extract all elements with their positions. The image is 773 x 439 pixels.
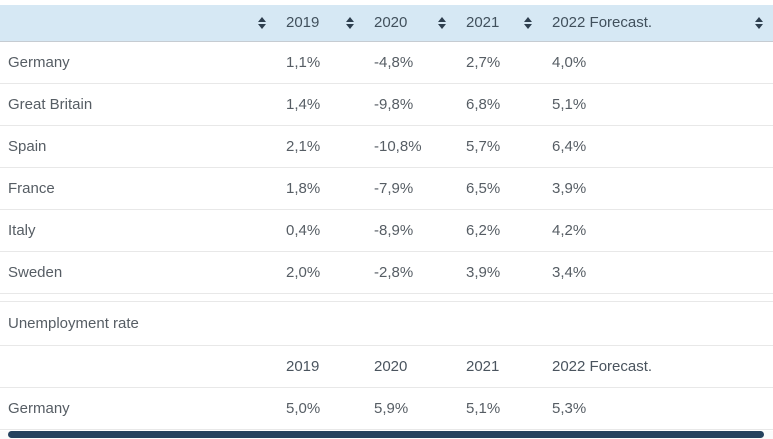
subheader-2019: 2019 — [250, 345, 338, 388]
table-subheader-row: 2019 2020 2021 2022 Forecast. — [0, 345, 773, 388]
row-label: Spain — [0, 125, 250, 168]
cell-value: -8,9% — [338, 209, 430, 252]
sort-icon[interactable] — [438, 16, 446, 29]
column-header-2020[interactable]: 2020 — [338, 14, 430, 31]
cell-value: 5,1% — [516, 83, 741, 126]
column-header-label: 2019 — [286, 14, 320, 32]
cell-value: -2,8% — [338, 251, 430, 294]
cell-value: -7,9% — [338, 167, 430, 210]
cell-value: 5,1% — [430, 387, 516, 430]
table-row: Italy 0,4% -8,9% 6,2% 4,2% — [0, 209, 773, 252]
column-header-label: 2020 — [374, 14, 408, 32]
cell-value: 1,4% — [250, 83, 338, 126]
cell-value: 3,4% — [516, 251, 741, 294]
row-label: Italy — [0, 209, 250, 252]
row-label: Sweden — [0, 251, 250, 294]
cell-value: -4,8% — [338, 41, 430, 84]
cell-value: 6,5% — [430, 167, 516, 210]
column-header-label: 2021 — [466, 14, 500, 32]
cell-value: 6,8% — [430, 83, 516, 126]
cell-value: 1,8% — [250, 167, 338, 210]
column-header-2022-forecast[interactable]: 2022 Forecast. — [516, 14, 741, 31]
cell-value: 5,0% — [250, 387, 338, 430]
cell-value: 3,9% — [430, 251, 516, 294]
column-header-label: 2022 Forecast. — [552, 14, 653, 32]
cell-value: 3,9% — [516, 167, 741, 210]
cell-value: 5,3% — [516, 387, 741, 430]
table-row: Sweden 2,0% -2,8% 3,9% 3,4% — [0, 251, 773, 294]
cell-value: 2,0% — [250, 251, 338, 294]
subheader-2022-forecast: 2022 Forecast. — [516, 345, 741, 388]
cell-value: 4,0% — [516, 41, 741, 84]
column-header-2019[interactable]: 2019 — [250, 14, 338, 31]
table-header-row: 2019 2020 2021 — [0, 5, 773, 42]
cell-value: 6,4% — [516, 125, 741, 168]
sort-icon[interactable] — [258, 16, 266, 29]
table-gdp: 2019 2020 2021 — [0, 5, 773, 294]
table-row: Great Britain 1,4% -9,8% 6,8% 5,1% — [0, 83, 773, 126]
column-header-2021[interactable]: 2021 — [430, 14, 516, 31]
row-label: France — [0, 167, 250, 210]
section-divider — [0, 293, 773, 301]
row-label: Germany — [0, 41, 250, 84]
cell-value: 5,7% — [430, 125, 516, 168]
cell-value: 0,4% — [250, 209, 338, 252]
subheader-2021: 2021 — [430, 345, 516, 388]
cell-value: 4,2% — [516, 209, 741, 252]
subheader-2020: 2020 — [338, 345, 430, 388]
section-title: Unemployment rate — [0, 300, 773, 346]
cell-value: -10,8% — [338, 125, 430, 168]
sort-icon[interactable] — [346, 16, 354, 29]
horizontal-scrollbar[interactable] — [0, 431, 773, 439]
cell-value: 1,1% — [250, 41, 338, 84]
row-label: Great Britain — [0, 83, 250, 126]
table-row: Germany 1,1% -4,8% 2,7% 4,0% — [0, 41, 773, 84]
column-header-extra[interactable] — [741, 16, 773, 29]
table-row: Spain 2,1% -10,8% 5,7% 6,4% — [0, 125, 773, 168]
cell-value: -9,8% — [338, 83, 430, 126]
cell-value: 5,9% — [338, 387, 430, 430]
cell-value: 6,2% — [430, 209, 516, 252]
row-label: Germany — [0, 387, 250, 430]
sort-icon[interactable] — [524, 16, 532, 29]
table-row: Germany 5,0% 5,9% 5,1% 5,3% — [0, 387, 773, 430]
cell-value: 2,1% — [250, 125, 338, 168]
table-unemployment: 2019 2020 2021 2022 Forecast. Germany 5,… — [0, 345, 773, 430]
sort-icon[interactable] — [755, 16, 763, 29]
scrollbar-thumb[interactable] — [8, 431, 764, 438]
column-header-country — [0, 5, 250, 42]
cell-value: 2,7% — [430, 41, 516, 84]
table-row: France 1,8% -7,9% 6,5% 3,9% — [0, 167, 773, 210]
